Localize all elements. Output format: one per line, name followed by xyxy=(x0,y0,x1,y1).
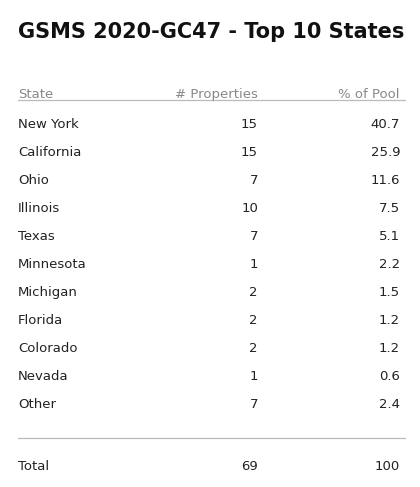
Text: Nevada: Nevada xyxy=(18,370,68,383)
Text: 2.4: 2.4 xyxy=(379,398,400,411)
Text: Ohio: Ohio xyxy=(18,174,49,187)
Text: 7: 7 xyxy=(249,398,258,411)
Text: State: State xyxy=(18,88,53,101)
Text: 1.2: 1.2 xyxy=(379,314,400,327)
Text: 7: 7 xyxy=(249,230,258,243)
Text: Colorado: Colorado xyxy=(18,342,78,355)
Text: 1: 1 xyxy=(249,370,258,383)
Text: 1.2: 1.2 xyxy=(379,342,400,355)
Text: 100: 100 xyxy=(375,460,400,473)
Text: Illinois: Illinois xyxy=(18,202,60,215)
Text: GSMS 2020-GC47 - Top 10 States: GSMS 2020-GC47 - Top 10 States xyxy=(18,22,404,42)
Text: 1: 1 xyxy=(249,258,258,271)
Text: Total: Total xyxy=(18,460,49,473)
Text: 40.7: 40.7 xyxy=(370,118,400,131)
Text: 25.9: 25.9 xyxy=(370,146,400,159)
Text: # Properties: # Properties xyxy=(175,88,258,101)
Text: 10: 10 xyxy=(241,202,258,215)
Text: Other: Other xyxy=(18,398,56,411)
Text: California: California xyxy=(18,146,81,159)
Text: 2: 2 xyxy=(249,342,258,355)
Text: Texas: Texas xyxy=(18,230,55,243)
Text: 69: 69 xyxy=(241,460,258,473)
Text: 5.1: 5.1 xyxy=(379,230,400,243)
Text: Minnesota: Minnesota xyxy=(18,258,87,271)
Text: New York: New York xyxy=(18,118,79,131)
Text: 1.5: 1.5 xyxy=(379,286,400,299)
Text: 15: 15 xyxy=(241,146,258,159)
Text: 2: 2 xyxy=(249,286,258,299)
Text: % of Pool: % of Pool xyxy=(339,88,400,101)
Text: 7.5: 7.5 xyxy=(379,202,400,215)
Text: Michigan: Michigan xyxy=(18,286,78,299)
Text: 2.2: 2.2 xyxy=(379,258,400,271)
Text: Florida: Florida xyxy=(18,314,63,327)
Text: 15: 15 xyxy=(241,118,258,131)
Text: 0.6: 0.6 xyxy=(379,370,400,383)
Text: 2: 2 xyxy=(249,314,258,327)
Text: 11.6: 11.6 xyxy=(370,174,400,187)
Text: 7: 7 xyxy=(249,174,258,187)
